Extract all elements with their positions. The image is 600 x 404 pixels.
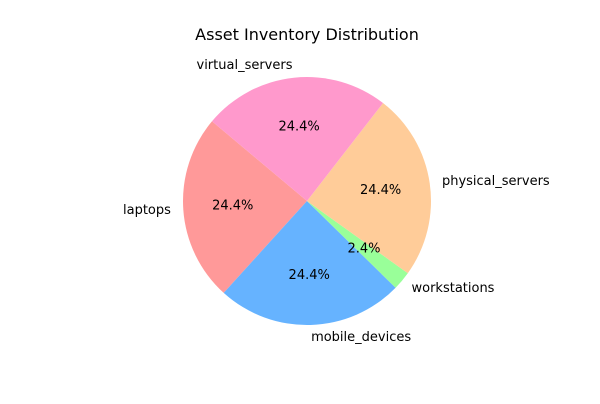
slice-label-physical-servers: physical_servers: [442, 174, 550, 189]
slice-label-mobile-devices: mobile_devices: [311, 330, 411, 345]
pie-slice-laptops: [183, 121, 307, 293]
percent-label-virtual-servers: 24.4%: [278, 120, 319, 135]
pie-slice-labels: laptops mobile_devices workstations physica…: [123, 58, 550, 345]
percent-label-workstations: 2.4%: [347, 241, 380, 256]
pie-slice-virtual-servers: [212, 77, 384, 201]
pie-slice-mobile-devices: [223, 201, 396, 325]
slice-label-workstations: workstations: [411, 281, 494, 296]
percent-label-mobile-devices: 24.4%: [289, 268, 330, 283]
pie-slice-physical-servers: [307, 103, 431, 274]
percent-label-laptops: 24.4%: [212, 199, 253, 214]
pie-percent-labels: 24.4% 24.4% 2.4% 24.4% 24.4%: [212, 120, 401, 283]
percent-label-physical-servers: 24.4%: [360, 183, 401, 198]
pie-slice-workstations: [307, 201, 408, 288]
chart-title: Asset Inventory Distribution: [195, 25, 419, 44]
pie-slices: [183, 77, 431, 325]
slice-label-laptops: laptops: [123, 203, 171, 218]
slice-label-virtual-servers: virtual_servers: [197, 58, 293, 73]
